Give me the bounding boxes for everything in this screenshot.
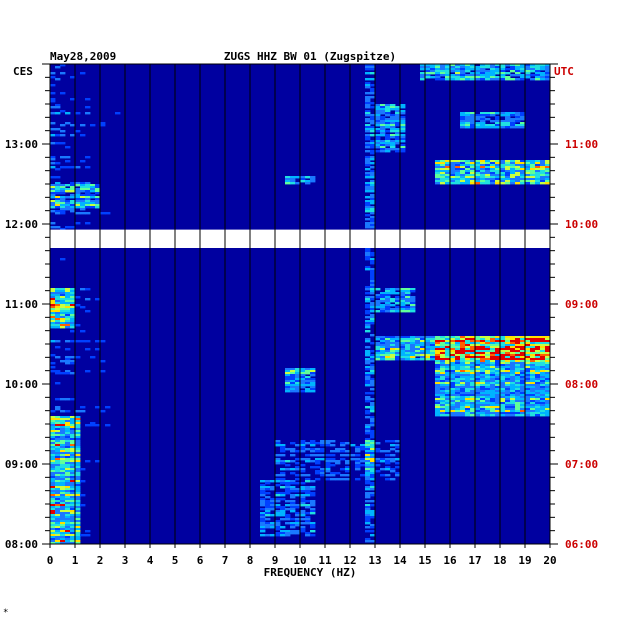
x-tick-label: 19 [518,554,531,567]
left-time-label: 09:00 [5,458,38,471]
x-tick-label: 20 [543,554,556,567]
x-axis-ticks: 0 1 2 3 4 5 6 7 8 9 10 11 12 13 14 15 16 17 18 19 20 [47,544,557,567]
x-tick-label: 11 [318,554,332,567]
x-tick-label: 0 [47,554,54,567]
left-time-label: 08:00 [5,538,38,551]
x-tick-label: 15 [418,554,431,567]
y-axis-ticks: 08:00 09:00 10:00 11:00 12:00 13:00 06:00 07:00… [5,63,598,551]
x-tick-label: 7 [222,554,229,567]
x-tick-label: 4 [147,554,154,567]
date-label: May28,2009 [50,50,116,63]
x-tick-label: 14 [393,554,407,567]
left-time-label: 12:00 [5,218,38,231]
x-tick-label: 10 [293,554,306,567]
right-time-label: 11:00 [565,138,598,151]
left-time-label: 10:00 [5,378,38,391]
x-tick-label: 9 [272,554,279,567]
right-time-label: 10:00 [565,218,598,231]
spectrogram-pixels [50,64,551,545]
x-tick-label: 6 [197,554,204,567]
chart-title: ZUGS HHZ BW 01 (Zugspitze) [224,50,396,63]
x-tick-label: 8 [247,554,254,567]
right-time-label: 06:00 [565,538,598,551]
x-tick-label: 18 [493,554,506,567]
right-time-label: 09:00 [565,298,598,311]
x-axis-label: FREQUENCY (HZ) [264,566,357,579]
left-time-label: 13:00 [5,138,38,151]
x-tick-label: 12 [343,554,356,567]
right-time-label: 08:00 [565,378,598,391]
right-time-label: 07:00 [565,458,598,471]
x-tick-label: 5 [172,554,179,567]
x-tick-label: 3 [122,554,129,567]
x-tick-label: 16 [443,554,457,567]
plot-area [49,63,551,545]
x-tick-label: 17 [468,554,481,567]
x-tick-label: 13 [368,554,381,567]
footnote-mark: * [3,608,8,618]
x-tick-label: 2 [97,554,104,567]
x-tick-label: 1 [72,554,79,567]
left-axis-label: CES [13,65,33,78]
left-time-label: 11:00 [5,298,38,311]
right-axis-label: UTC [554,65,574,78]
